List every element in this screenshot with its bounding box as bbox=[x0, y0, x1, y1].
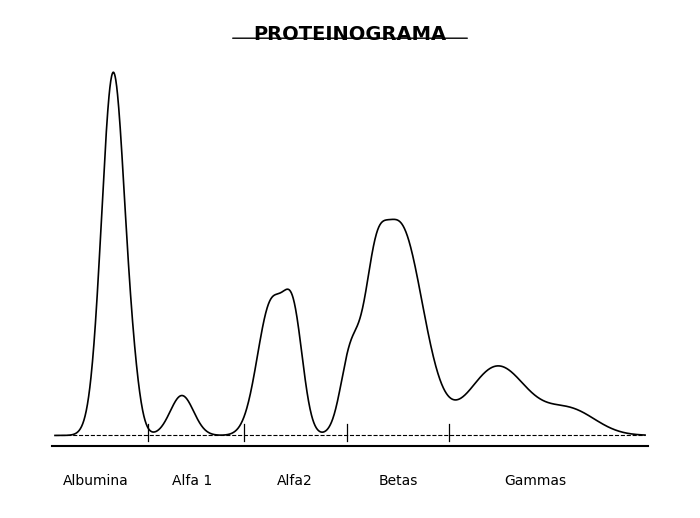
Text: Gammas: Gammas bbox=[504, 474, 566, 488]
Text: PROTEINOGRAMA: PROTEINOGRAMA bbox=[253, 24, 447, 44]
Text: Alfa 1: Alfa 1 bbox=[172, 474, 212, 488]
Text: Alfa2: Alfa2 bbox=[277, 474, 313, 488]
Text: Betas: Betas bbox=[378, 474, 418, 488]
Text: Albumina: Albumina bbox=[63, 474, 129, 488]
